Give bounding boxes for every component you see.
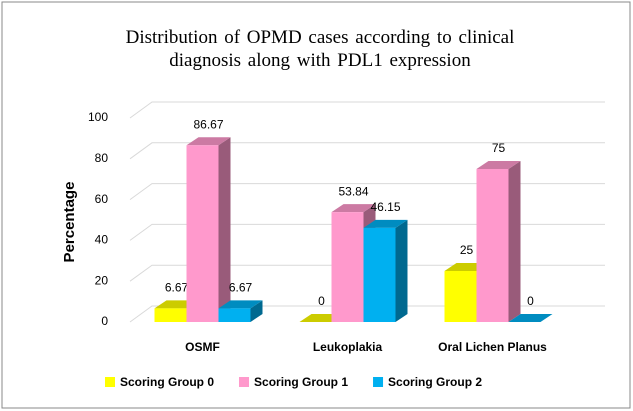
legend-swatch	[239, 377, 250, 387]
bar-front	[331, 212, 364, 322]
bar	[186, 137, 231, 322]
bar	[476, 161, 521, 322]
x-tick-label: Oral Lichen Planus	[438, 340, 547, 354]
y-tick-label: 0	[101, 314, 108, 328]
y-axis-label: Percentage	[61, 182, 78, 263]
bar-front	[218, 308, 251, 322]
data-label: 6.67	[165, 281, 189, 295]
bar-front	[186, 145, 219, 322]
data-label: 75	[492, 141, 506, 155]
data-label: 86.67	[193, 117, 223, 131]
legend-label: Scoring Group 0	[120, 375, 214, 389]
bar	[363, 219, 408, 322]
bar-front	[444, 271, 477, 322]
x-tick-label: Leukoplakia	[313, 340, 383, 354]
data-label: 46.15	[370, 200, 400, 214]
legend-label: Scoring Group 1	[254, 375, 348, 389]
bar-top	[363, 219, 408, 228]
bar	[508, 314, 553, 322]
grid-line	[129, 223, 605, 241]
bar-top	[186, 137, 231, 146]
bar-side	[250, 300, 263, 322]
bar-front	[363, 227, 396, 322]
grid-line	[129, 142, 605, 160]
grid-line	[129, 183, 605, 201]
bar-front	[154, 308, 187, 322]
bar-side	[218, 137, 231, 322]
bar-front	[476, 169, 509, 322]
data-label: 0	[318, 294, 325, 308]
data-label: 25	[460, 243, 474, 257]
bar-top	[218, 300, 263, 309]
legend-swatch	[373, 377, 384, 387]
grid-line	[129, 101, 605, 119]
data-label: 6.67	[229, 281, 253, 295]
y-tick-label: 40	[95, 233, 109, 247]
bar	[218, 300, 263, 322]
y-tick-label: 100	[88, 110, 108, 124]
legend-swatch	[105, 377, 115, 387]
y-tick-label: 20	[95, 273, 109, 287]
x-tick-label: OSMF	[185, 340, 220, 354]
y-tick-label: 60	[95, 192, 109, 206]
chart-title: Distribution of OPMD cases according to …	[125, 27, 515, 71]
bar-top	[476, 161, 521, 169]
bar-top	[508, 314, 553, 322]
y-tick-label: 80	[95, 151, 109, 165]
bar-side	[508, 161, 521, 322]
data-label: 0	[527, 294, 534, 308]
bar-top	[331, 204, 376, 213]
legend-label: Scoring Group 2	[388, 375, 482, 389]
bar-side	[395, 219, 408, 322]
data-label: 53.84	[338, 184, 368, 198]
